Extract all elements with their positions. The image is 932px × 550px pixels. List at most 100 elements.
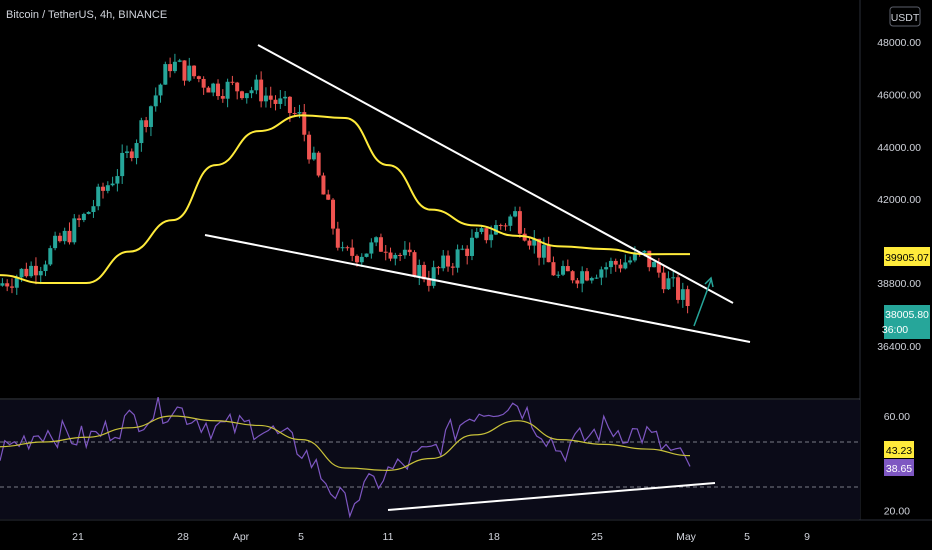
candle-body [326, 194, 331, 200]
candle-body [77, 218, 82, 221]
candle-body [350, 247, 355, 256]
upper-trendline [257, 44, 734, 304]
candle-body [537, 238, 542, 258]
candle-body [278, 98, 283, 104]
candle-body [383, 251, 388, 253]
candle-body [110, 183, 115, 186]
candle-body [527, 240, 532, 246]
candle-body [584, 271, 589, 281]
candle-body [393, 254, 398, 259]
candle-body [259, 79, 264, 102]
candle-body [124, 151, 129, 153]
ma-price-tag: 39905.07 [884, 247, 930, 266]
candle-body [249, 90, 254, 94]
candle-body [283, 96, 288, 99]
up-arrow-annotation [693, 276, 714, 327]
candle-body [623, 262, 628, 269]
svg-text:38005.80: 38005.80 [885, 309, 929, 321]
rsi-ma-line [0, 415, 691, 471]
candle-body [618, 264, 623, 269]
candle-body [676, 277, 681, 300]
candle-body [570, 271, 575, 281]
candle-body [115, 176, 120, 184]
svg-text:38.65: 38.65 [886, 463, 912, 475]
candle-body [374, 237, 379, 243]
candle-body [498, 225, 503, 227]
last-price-tag: 38005.80 36:00 [882, 305, 930, 339]
candle-body [153, 95, 158, 107]
candle-body [422, 264, 427, 280]
candle-body [565, 266, 570, 272]
candle-body [508, 216, 513, 226]
price-tick-label: 36400.00 [877, 341, 921, 353]
time-axis-ticks: 21 28 Apr 5 11 18 25 May 5 9 [72, 531, 810, 543]
candle-body [211, 83, 216, 93]
candle-body [172, 61, 177, 72]
candle-body [474, 231, 479, 238]
candle-body [129, 151, 134, 159]
candle-body [628, 260, 633, 263]
candle-body [81, 213, 86, 221]
candle-body [589, 278, 594, 281]
candle-body [225, 81, 230, 99]
candle-body [345, 247, 350, 249]
candle-body [24, 268, 29, 277]
candle-body [436, 267, 441, 269]
candle-body [412, 252, 417, 277]
candle-body [29, 265, 34, 277]
price-tick-label: 46000.00 [877, 89, 921, 101]
candle-body [244, 93, 249, 99]
candle-body [254, 79, 259, 91]
svg-text:36:00: 36:00 [882, 324, 908, 336]
candle-body [489, 234, 494, 241]
price-tick-label: 38800.00 [877, 278, 921, 290]
candle-body [91, 206, 96, 213]
candle-body [378, 237, 383, 252]
candle-body [685, 289, 690, 307]
candle-body [479, 228, 484, 232]
candle-body [273, 99, 278, 104]
candle-body [599, 269, 604, 278]
candle-body [441, 255, 446, 269]
candle-body [321, 175, 326, 195]
candle-body [120, 152, 125, 177]
rsi-tick-label: 20.00 [884, 506, 910, 518]
candle-body [465, 248, 470, 256]
candle-body [680, 289, 685, 300]
time-tick-label: 5 [744, 531, 750, 543]
candle-body [580, 271, 585, 284]
candle-body [340, 247, 345, 249]
svg-text:43.23: 43.23 [886, 445, 912, 457]
price-tick-label: 44000.00 [877, 142, 921, 154]
rsi-axis-ticks: 60.00 20.00 [884, 411, 910, 518]
time-tick-label: 18 [488, 531, 500, 543]
candle-body [484, 228, 489, 241]
candle-body [311, 152, 316, 160]
candle-body [642, 250, 647, 253]
candle-body [196, 76, 201, 79]
candle-body [594, 277, 599, 279]
candle-body [62, 230, 67, 242]
time-tick-label: 25 [591, 531, 603, 543]
candle-body [177, 60, 182, 62]
rsi-support-line [387, 482, 716, 511]
candle-body [532, 238, 537, 246]
candle-body [38, 271, 43, 276]
candle-body [359, 256, 364, 263]
candle-body [417, 264, 422, 277]
candle-body [287, 96, 292, 113]
candle-body [72, 218, 77, 243]
price-tick-label: 42000.00 [877, 194, 921, 206]
candle-body [661, 272, 666, 290]
candle-body [469, 237, 474, 256]
time-tick-label: May [676, 531, 697, 543]
time-tick-label: 5 [298, 531, 304, 543]
candle-body [369, 242, 374, 254]
rsi-tick-label: 60.00 [884, 411, 910, 423]
candle-body [671, 277, 676, 279]
candle-body [201, 78, 206, 88]
candle-body [96, 186, 101, 207]
candle-body [220, 96, 225, 99]
candle-body [163, 64, 168, 85]
